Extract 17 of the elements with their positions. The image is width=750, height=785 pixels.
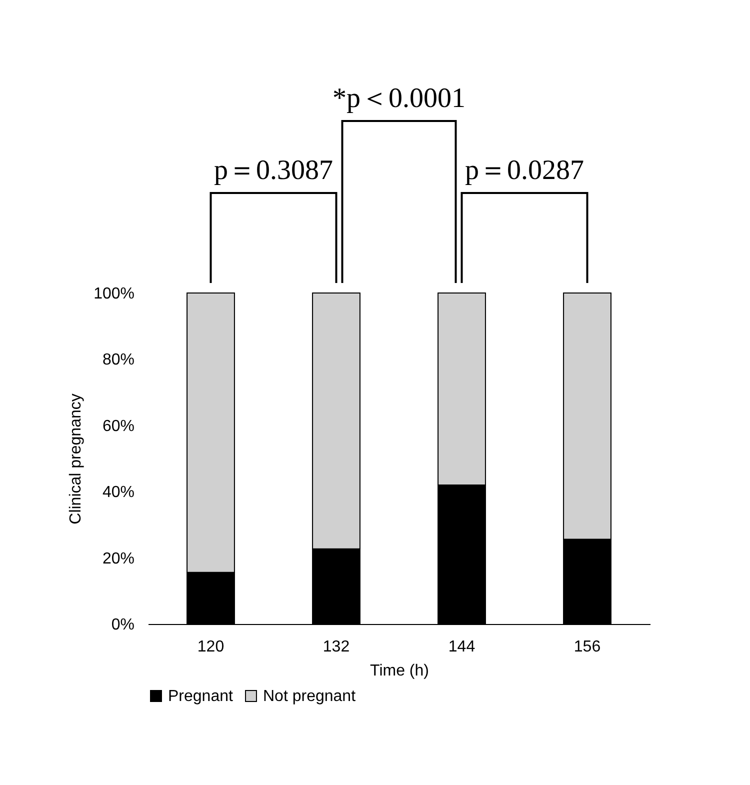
x-tick-label: 144: [448, 638, 476, 656]
legend-label: Pregnant: [168, 688, 234, 705]
text: p＝0.3087: [214, 155, 333, 186]
y-tick-label: 60%: [102, 418, 134, 435]
x-axis-title: Time (h): [370, 662, 429, 680]
legend-label: Not pregnant: [263, 688, 356, 705]
y-tick-label: 100%: [94, 286, 134, 302]
y-tick-label: 0%: [111, 616, 134, 634]
x-tick-label: 156: [574, 638, 601, 656]
y-tick-label: 40%: [102, 484, 134, 502]
text: p＝0.0287: [465, 155, 584, 186]
x-tick-label: 132: [322, 638, 350, 656]
text: *p＜0.0001: [332, 83, 466, 114]
y-tick-label: 20%: [102, 550, 134, 568]
y-tick-label: 80%: [102, 352, 134, 369]
y-axis-title: Clinical pregnancy: [68, 394, 85, 524]
x-tick-label: 120: [197, 638, 224, 656]
